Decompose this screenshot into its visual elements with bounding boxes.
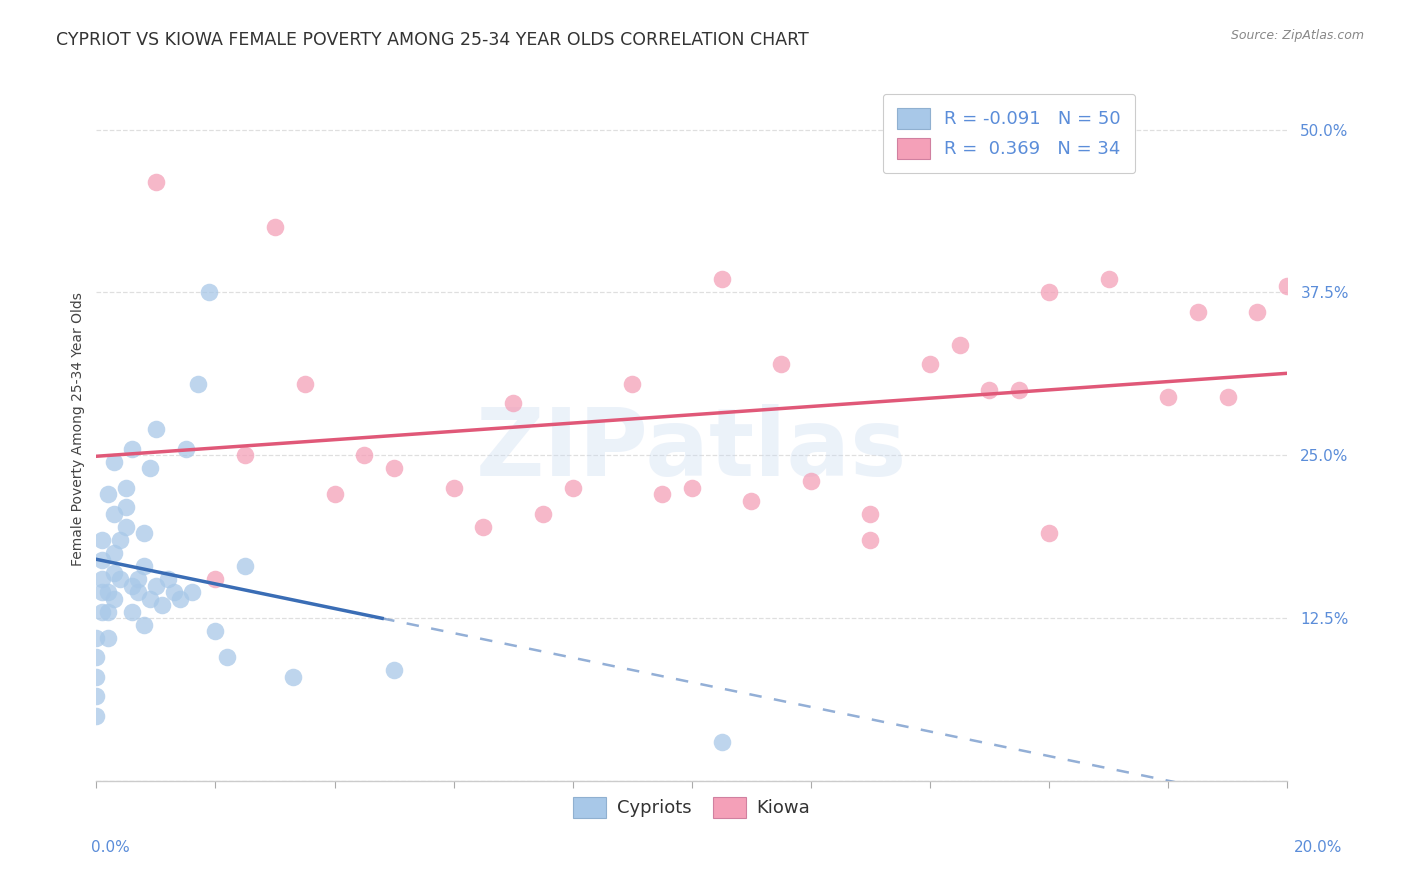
Point [710,735,733,749]
Point [115,481,138,495]
Point [156,572,179,586]
Point [108,572,131,586]
Point [103,591,125,606]
Point [97,585,120,599]
Point [121,578,143,592]
Point [132,617,155,632]
Y-axis label: Female Poverty Among 25-34 Year Olds: Female Poverty Among 25-34 Year Olds [72,293,86,566]
Point [472,520,495,534]
Point [86,670,108,684]
Point [97,487,120,501]
Point [1216,390,1239,404]
Point [1187,305,1209,319]
Point [103,507,125,521]
Point [1246,305,1268,319]
Point [502,396,524,410]
Point [264,220,287,235]
Text: 20.0%: 20.0% [1295,840,1343,855]
Point [163,585,186,599]
Point [91,552,114,566]
Point [91,572,114,586]
Point [121,605,143,619]
Point [115,500,138,515]
Point [233,448,256,462]
Point [382,663,405,677]
Point [174,442,197,456]
Point [97,605,120,619]
Point [127,572,149,586]
Point [115,520,138,534]
Point [91,533,114,547]
Point [97,631,120,645]
Point [1275,279,1298,293]
Point [127,585,149,599]
Point [204,624,226,639]
Point [770,357,793,371]
Text: 0.0%: 0.0% [91,840,131,855]
Point [198,285,221,300]
Point [710,272,733,286]
Point [233,559,256,574]
Point [979,383,1001,397]
Point [180,585,202,599]
Point [681,481,703,495]
Point [103,455,125,469]
Point [859,507,882,521]
Point [103,546,125,560]
Point [145,578,167,592]
Point [145,175,167,189]
Point [294,376,316,391]
Point [1038,526,1060,541]
Point [91,605,114,619]
Point [150,598,173,612]
Point [108,533,131,547]
Point [217,650,239,665]
Point [139,591,162,606]
Point [1038,285,1060,300]
Point [918,357,941,371]
Point [86,709,108,723]
Point [1008,383,1031,397]
Point [323,487,346,501]
Point [651,487,673,501]
Point [103,566,125,580]
Text: CYPRIOT VS KIOWA FEMALE POVERTY AMONG 25-34 YEAR OLDS CORRELATION CHART: CYPRIOT VS KIOWA FEMALE POVERTY AMONG 25… [56,31,808,49]
Text: ZIPatlas: ZIPatlas [477,404,907,496]
Point [281,670,304,684]
Point [139,461,162,475]
Point [169,591,191,606]
Point [531,507,554,521]
Point [1097,272,1119,286]
Point [859,533,882,547]
Point [132,559,155,574]
Point [561,481,583,495]
Legend: Cypriots, Kiowa: Cypriots, Kiowa [567,789,817,825]
Point [949,337,972,351]
Point [86,650,108,665]
Point [86,631,108,645]
Point [187,376,209,391]
Point [353,448,375,462]
Text: Source: ZipAtlas.com: Source: ZipAtlas.com [1230,29,1364,42]
Point [382,461,405,475]
Point [86,690,108,704]
Point [204,572,226,586]
Point [121,442,143,456]
Point [132,526,155,541]
Point [800,475,823,489]
Point [621,376,644,391]
Point [91,585,114,599]
Point [145,422,167,436]
Point [443,481,465,495]
Point [740,494,762,508]
Point [1157,390,1180,404]
